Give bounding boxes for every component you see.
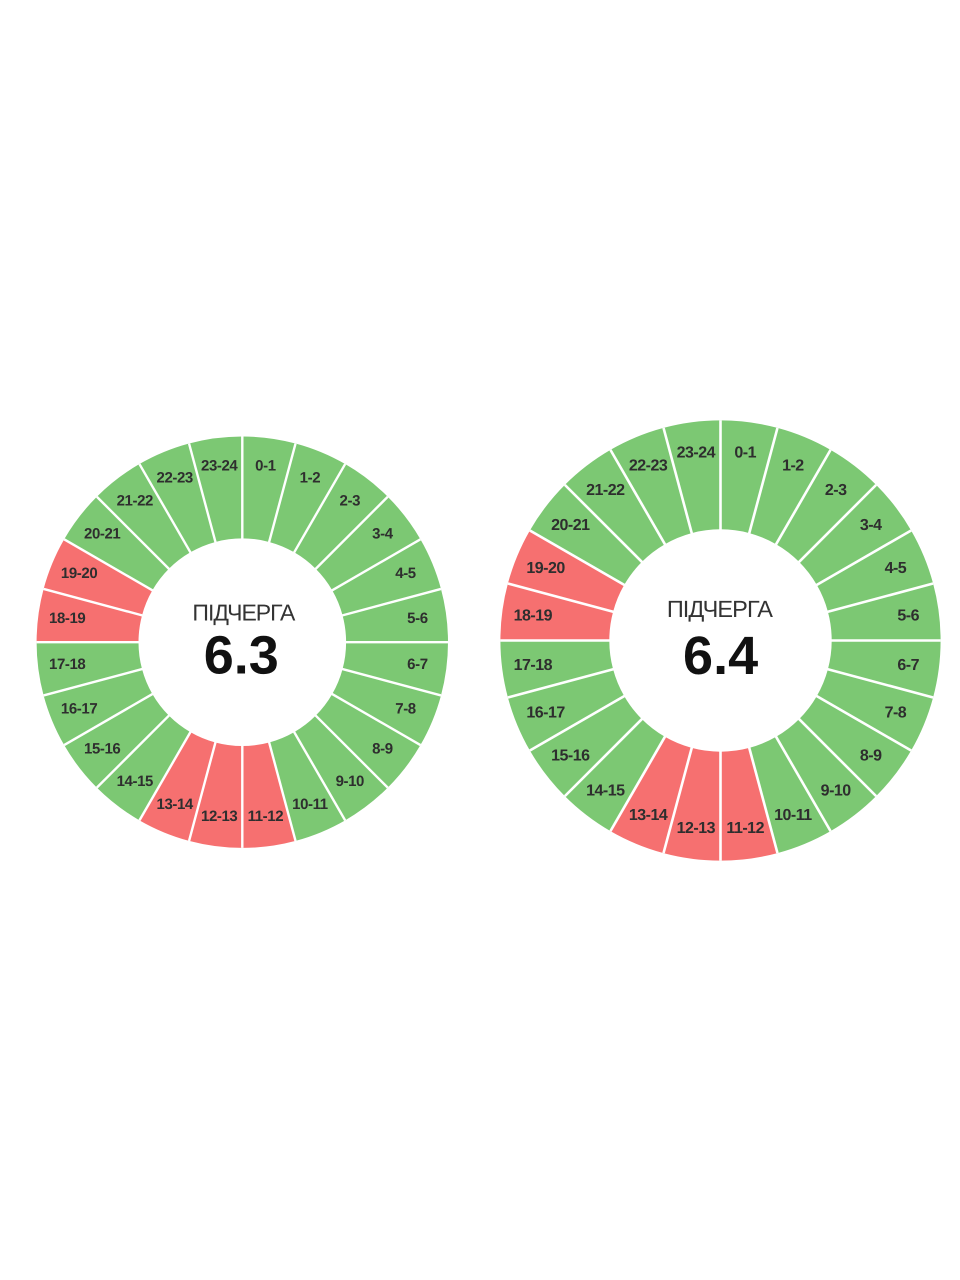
svg-text:15-16: 15-16 (84, 740, 120, 757)
svg-text:18-19: 18-19 (514, 608, 553, 625)
svg-text:14-15: 14-15 (586, 782, 625, 799)
svg-text:11-12: 11-12 (248, 808, 284, 825)
svg-text:20-21: 20-21 (84, 525, 120, 542)
svg-text:15-16: 15-16 (551, 748, 590, 765)
svg-text:19-20: 19-20 (61, 565, 97, 582)
svg-text:17-18: 17-18 (514, 657, 553, 674)
svg-text:9-10: 9-10 (821, 782, 852, 799)
svg-text:10-11: 10-11 (774, 807, 812, 824)
svg-text:23-24: 23-24 (677, 445, 716, 462)
svg-text:ПІДЧЕРГА: ПІДЧЕРГА (192, 600, 296, 626)
svg-text:13-14: 13-14 (157, 796, 194, 813)
svg-text:8-9: 8-9 (372, 740, 393, 757)
svg-text:20-21: 20-21 (551, 517, 590, 534)
svg-text:13-14: 13-14 (629, 807, 668, 824)
svg-text:22-23: 22-23 (629, 457, 668, 474)
svg-text:6.4: 6.4 (683, 626, 758, 686)
svg-text:18-19: 18-19 (49, 610, 85, 627)
svg-text:17-18: 17-18 (49, 656, 85, 673)
svg-text:7-8: 7-8 (395, 700, 416, 717)
svg-text:10-11: 10-11 (292, 796, 328, 813)
svg-text:1-2: 1-2 (782, 457, 804, 474)
svg-text:19-20: 19-20 (526, 560, 565, 577)
svg-text:6-7: 6-7 (897, 657, 919, 674)
svg-text:ПІДЧЕРГА: ПІДЧЕРГА (667, 596, 773, 622)
svg-text:16-17: 16-17 (526, 705, 565, 722)
svg-text:6-7: 6-7 (407, 656, 428, 673)
svg-text:23-24: 23-24 (201, 458, 238, 475)
svg-text:14-15: 14-15 (117, 773, 153, 790)
svg-text:6.3: 6.3 (204, 625, 279, 685)
svg-text:7-8: 7-8 (885, 705, 907, 722)
svg-text:2-3: 2-3 (825, 482, 847, 499)
svg-text:11-12: 11-12 (726, 820, 764, 837)
svg-text:16-17: 16-17 (61, 700, 97, 717)
svg-text:5-6: 5-6 (897, 608, 919, 625)
svg-text:8-9: 8-9 (860, 748, 882, 765)
svg-text:0-1: 0-1 (255, 458, 276, 475)
svg-text:9-10: 9-10 (336, 773, 364, 790)
svg-text:12-13: 12-13 (677, 820, 716, 837)
svg-text:2-3: 2-3 (340, 493, 361, 510)
svg-text:0-1: 0-1 (734, 445, 756, 462)
svg-text:5-6: 5-6 (407, 610, 428, 627)
svg-text:12-13: 12-13 (201, 808, 237, 825)
svg-text:3-4: 3-4 (860, 517, 882, 534)
svg-text:3-4: 3-4 (372, 525, 394, 542)
svg-text:4-5: 4-5 (395, 565, 416, 582)
svg-text:21-22: 21-22 (586, 482, 625, 499)
svg-text:21-22: 21-22 (117, 493, 153, 510)
svg-text:4-5: 4-5 (885, 560, 907, 577)
svg-text:22-23: 22-23 (157, 470, 193, 487)
svg-text:1-2: 1-2 (300, 470, 321, 487)
